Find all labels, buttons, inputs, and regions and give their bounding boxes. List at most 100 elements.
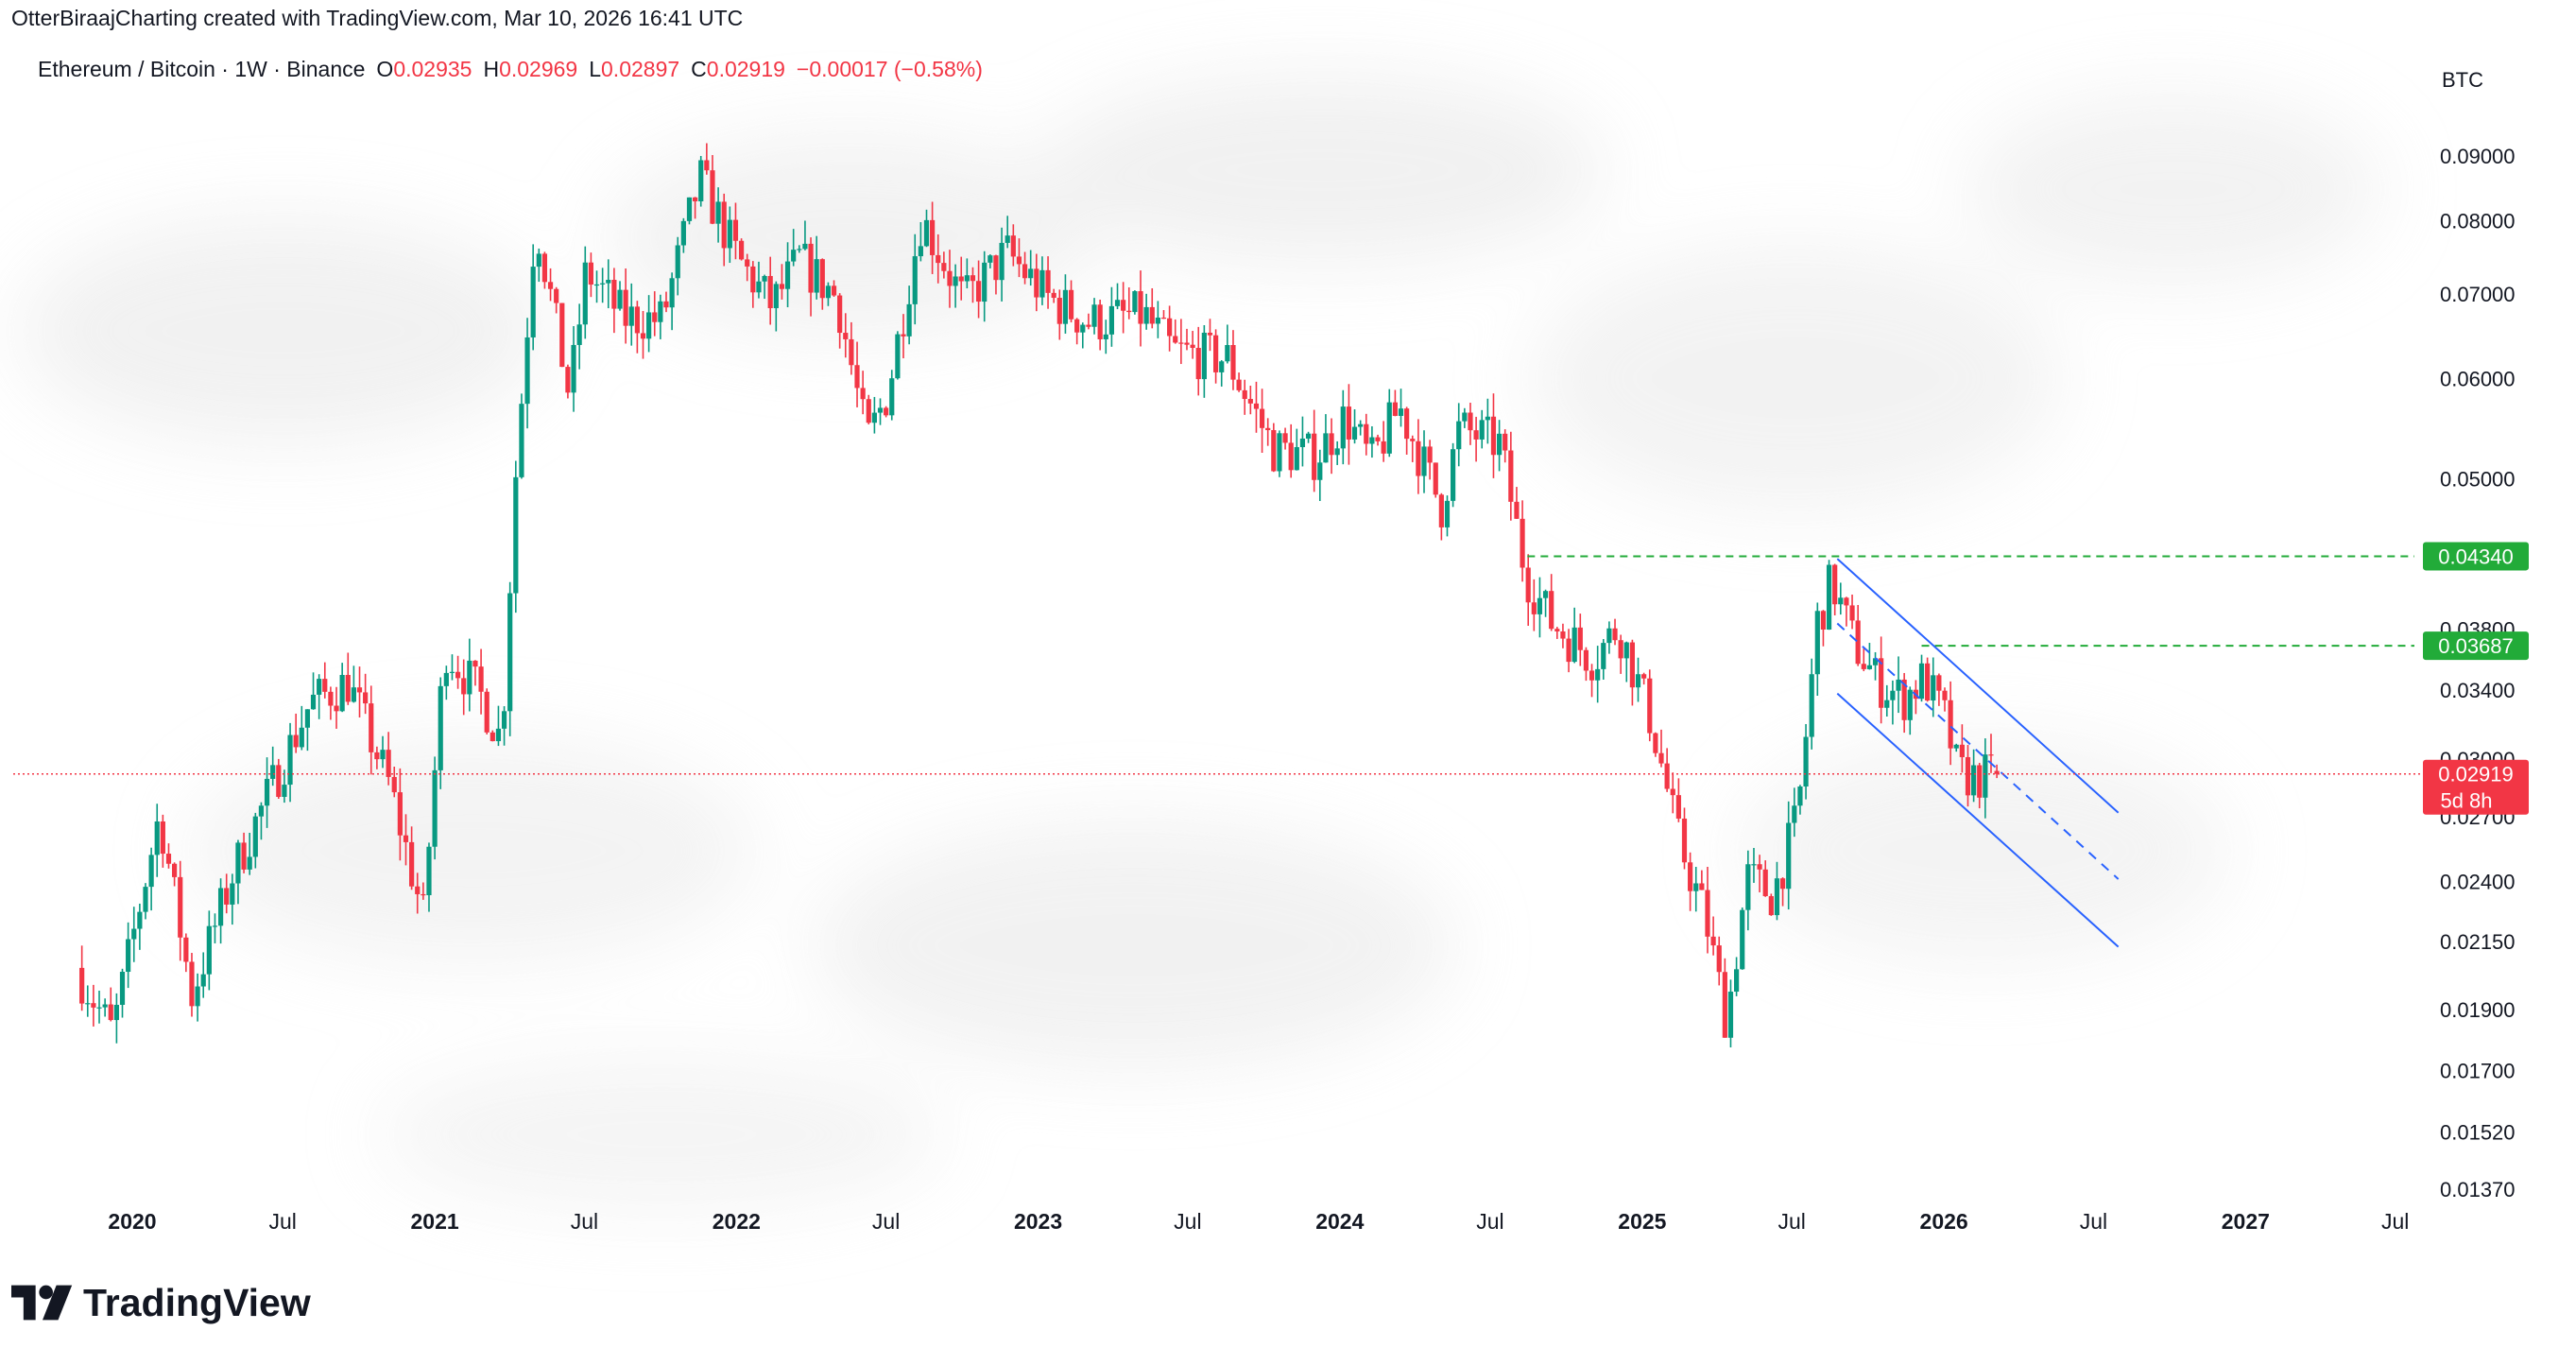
candle [1814,602,1820,697]
candle-body [1490,416,1497,456]
candle-body [276,765,282,798]
candle [1849,594,1855,630]
candle [79,945,85,1011]
candle-body [113,1004,119,1021]
symbol-name[interactable]: Ethereum / Bitcoin · 1W · Binance [38,57,366,81]
price-tick-label: 0.03400 [2440,679,2516,702]
time-tick-label: 2025 [1618,1209,1666,1234]
candle [797,245,802,253]
candle [345,652,351,705]
candle [154,804,160,877]
candle-body [1855,620,1861,665]
candle [160,814,165,868]
candle [1797,785,1803,815]
candle-body [1398,408,1404,416]
candle [1416,419,1421,494]
candle-body [96,1007,102,1009]
candle-body [1716,945,1722,973]
candle [1317,449,1323,501]
candle-body [293,734,299,748]
candle [449,654,455,681]
candle [623,268,628,344]
candle-body [837,295,843,334]
channel-lower-line [1836,692,2120,948]
candle-body [1253,403,1260,409]
candle [1618,634,1623,674]
candle-body [1230,345,1236,380]
candle-body [1271,430,1277,472]
candle-body [958,276,964,282]
candle-body [1583,649,1589,671]
candle [91,984,96,1027]
candle [1820,610,1827,647]
candle [1514,487,1520,519]
candle [912,233,918,325]
candle-body [738,240,745,260]
candle-body [1080,324,1086,333]
candle-body [1844,597,1849,606]
candle [1091,298,1097,335]
open-label: O [376,57,394,81]
candle-body [310,694,317,710]
tradingview-logo-icon [11,1285,73,1321]
candle [1143,293,1149,330]
candle-body [200,974,206,987]
candle [1334,441,1340,465]
candle-body [217,888,224,926]
candle-body [247,856,252,870]
candle-body [715,201,721,224]
candle-body [884,407,889,416]
candle [1103,320,1108,354]
candle-body [571,344,576,393]
candle-body [1838,597,1844,605]
candle-body [252,816,258,857]
brand-name: TradingView [83,1280,311,1324]
tradingview-brand[interactable]: TradingView [11,1276,311,1329]
candle [1259,389,1265,454]
candle-body [901,334,906,337]
candle [1114,283,1121,310]
level-tag-background [2423,542,2529,571]
candle [1537,577,1543,638]
candle [351,665,356,703]
price-tick-label: 0.01520 [2440,1121,2516,1145]
level-tag-background [2423,631,2529,661]
candle-body [1149,306,1155,324]
candle-body [1288,442,1294,471]
candle [1219,360,1225,387]
current-price-tag: 0.02919 5d 8h [2423,759,2529,815]
candle [443,665,449,700]
candle [1936,673,1942,706]
candle [825,282,832,306]
candle-body [1988,754,1994,756]
drawings-layer [13,555,2424,948]
candle-body [415,886,421,894]
candle [1623,641,1629,683]
candle-body [1312,433,1317,480]
candle-body [189,961,195,1007]
candle [501,706,507,746]
candle-body [1797,786,1803,806]
candle [1288,423,1294,478]
candle-body [154,821,160,855]
candle-body [953,276,958,286]
candle-body [1086,324,1091,327]
candle [686,197,693,225]
candle [455,655,461,689]
time-tick-label: 2023 [1014,1209,1062,1234]
candle [1629,639,1635,706]
candle [1688,852,1693,911]
candle [178,860,183,961]
candle-body [1907,689,1913,720]
candle-body [108,1004,113,1021]
time-axis: 2020 Jul 2021 Jul 2022 Jul 2023 Jul 2024 Jul 2025 J… [108,1209,2409,1234]
candle [710,155,715,225]
candle-body [1820,611,1827,631]
candle [85,985,91,1017]
candle [947,250,953,308]
candle [1549,574,1554,631]
candle [843,313,849,358]
candle [1994,764,2000,779]
candle-body [369,703,374,752]
